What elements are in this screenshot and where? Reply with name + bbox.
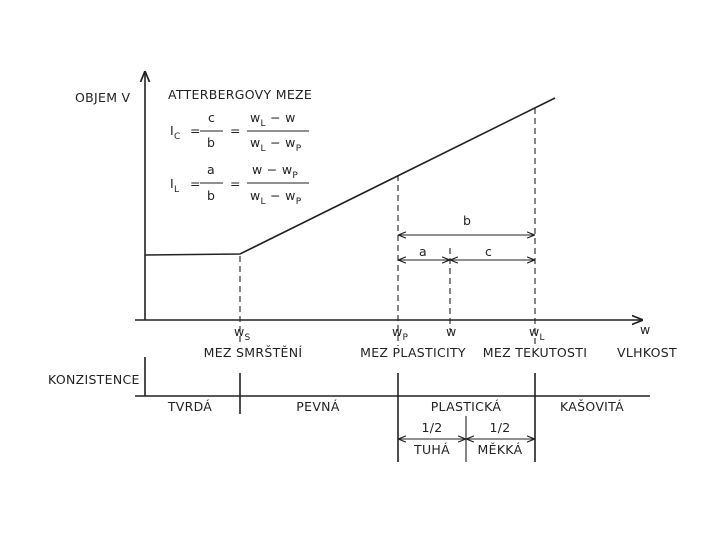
den: wL − wP (250, 135, 302, 154)
limit-label: MEZ SMRŠTĚNÍ (204, 345, 303, 360)
dimension-label: b (463, 213, 471, 228)
t-sub: L (261, 119, 266, 129)
t: w (529, 324, 540, 339)
consistency-label: KONZISTENCE (48, 372, 140, 387)
t: − w (266, 135, 296, 150)
t-sub: P (296, 197, 302, 207)
den: b (207, 135, 215, 150)
t: w (252, 162, 263, 177)
eq: = (190, 176, 201, 191)
eq: = (190, 123, 201, 138)
lhs: IL (170, 176, 179, 195)
num: w − wP (252, 162, 298, 181)
num: wL − w (250, 110, 296, 129)
dimension-label: c (485, 244, 492, 259)
t: w (234, 324, 245, 339)
eq: = (230, 176, 241, 191)
t-sub: L (261, 144, 266, 154)
limit-symbol: wL (529, 324, 545, 343)
split-fraction: 1/2 (489, 420, 510, 435)
volume-curve (144, 97, 556, 256)
split-label: TUHÁ (413, 442, 450, 457)
y-axis-label: OBJEM V (75, 90, 131, 105)
num: c (208, 110, 215, 125)
lhs-sub: L (174, 185, 179, 195)
t-sub: P (292, 171, 298, 181)
formula-il: IL = a b = w − wP wL − wP (170, 162, 309, 207)
limit-label: MEZ PLASTICITY (360, 345, 466, 360)
t: − w (266, 188, 296, 203)
state-label: KAŠOVITÁ (560, 399, 624, 414)
x-axis-symbol: w (640, 322, 651, 337)
dimension-label: a (419, 244, 427, 259)
t: − w (263, 162, 293, 177)
t-sub: P (296, 144, 302, 154)
state-label: PLASTICKÁ (431, 399, 502, 414)
den: wL − wP (250, 188, 302, 207)
limit-label: MEZ TEKUTOSTI (483, 345, 587, 360)
eq: = (230, 123, 241, 138)
limit-symbol: wS (234, 324, 251, 343)
lhs-sub: C (174, 132, 181, 142)
x-axis-label: VLHKOST (617, 345, 677, 360)
t: − w (266, 110, 296, 125)
t: w (392, 324, 403, 339)
formula-title: ATTERBERGOVY MEZE (168, 87, 312, 102)
t-sub: L (540, 333, 545, 343)
num: a (207, 162, 215, 177)
t: w (250, 135, 261, 150)
state-label: TVRDÁ (167, 399, 212, 414)
t-sub: L (261, 197, 266, 207)
formula-ic: IC = c b = wL − w wL − wP (170, 110, 309, 154)
den: b (207, 188, 215, 203)
split-label: MĚKKÁ (478, 442, 523, 457)
lhs: IC (170, 123, 181, 142)
limit-symbol: w (446, 324, 457, 339)
lhs-main: I (170, 176, 174, 191)
t-sub: S (245, 333, 251, 343)
t: w (446, 324, 457, 339)
lhs-main: I (170, 123, 174, 138)
t-sub: P (403, 333, 409, 343)
limit-symbol: wP (392, 324, 409, 343)
t: w (250, 188, 261, 203)
state-label: PEVNÁ (296, 399, 340, 414)
split-fraction: 1/2 (421, 420, 442, 435)
t: w (250, 110, 261, 125)
